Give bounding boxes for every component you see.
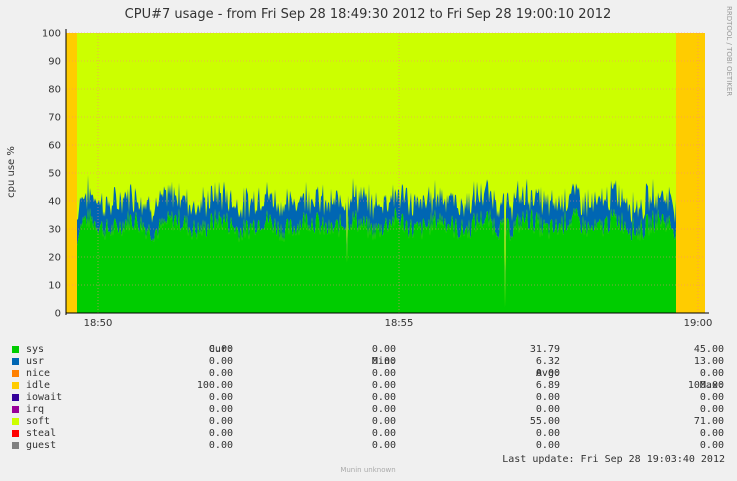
legend-row-sys: sys 0.00 0.00 31.79 45.00 xyxy=(12,344,727,356)
legend-min-value: 0.00 xyxy=(371,380,396,391)
y-tick-label: 50 xyxy=(48,169,61,180)
legend-cur-value: 0.00 xyxy=(208,416,233,427)
legend-cur-value: 0.00 xyxy=(208,392,233,403)
legend-min-value: 0.00 xyxy=(371,428,396,439)
legend-cur-value: 0.00 xyxy=(208,440,233,451)
legend-max-value: 45.00 xyxy=(693,344,724,355)
chart-title: CPU#7 usage - from Fri Sep 28 18:49:30 2… xyxy=(125,7,612,22)
usr-area xyxy=(77,175,676,308)
legend-avg-value: 0.00 xyxy=(535,428,560,439)
legend-row-idle: idle 100.00 0.00 6.89 100.00 xyxy=(12,380,727,392)
sys-area xyxy=(77,207,676,313)
legend-avg-value: 0.00 xyxy=(535,440,560,451)
rrdtool-credit: RRDTOOL / TOBI OETIKER xyxy=(725,6,733,96)
legend-min-value: 0.00 xyxy=(371,416,396,427)
y-tick-label: 20 xyxy=(48,253,61,264)
legend-row-steal: steal 0.00 0.00 0.00 0.00 xyxy=(12,428,727,440)
y-tick-label: 90 xyxy=(48,57,61,68)
legend-cur-value: 0.00 xyxy=(208,428,233,439)
legend-min-value: 0.00 xyxy=(371,440,396,451)
legend-swatch xyxy=(12,346,19,353)
legend-header-min: Min: xyxy=(371,356,396,367)
y-tick-label: 80 xyxy=(48,85,61,96)
legend-row-irq: irq 0.00 0.00 0.00 0.00 xyxy=(12,404,727,416)
legend-cur-value: 0.00 xyxy=(208,344,233,355)
legend-avg-value: 31.79 xyxy=(529,344,560,355)
legend-min-value: 0.00 xyxy=(371,356,396,367)
legend-avg-value: 6.89 xyxy=(535,380,560,391)
legend-cur-value: 100.00 xyxy=(196,380,233,391)
legend-table: Cur: Min: Avg: Max: sys 0.00 0.00 31.79 45.0… xyxy=(12,332,727,452)
legend-series-name: iowait xyxy=(26,392,63,403)
legend-max-value: 13.00 xyxy=(693,356,724,367)
legend-swatch xyxy=(12,430,19,437)
legend-max-value: 0.00 xyxy=(699,392,724,403)
legend-row-guest: guest 0.00 0.00 0.00 0.00 xyxy=(12,440,727,452)
legend-max-value: 0.00 xyxy=(699,404,724,415)
legend-swatch xyxy=(12,382,19,389)
legend-swatch xyxy=(12,358,19,365)
last-update-text: Last update: Fri Sep 28 19:03:40 2012 xyxy=(502,454,725,465)
legend-series-name: steal xyxy=(26,428,57,439)
legend-cur-value: 0.00 xyxy=(208,404,233,415)
legend-avg-value: 0.00 xyxy=(535,392,560,403)
legend-row-soft: soft 0.00 0.00 55.00 71.00 xyxy=(12,416,727,428)
y-tick-label: 30 xyxy=(48,225,61,236)
legend-min-value: 0.00 xyxy=(371,344,396,355)
plot-series xyxy=(77,175,676,313)
legend-series-name: nice xyxy=(26,368,51,379)
legend-header-avg: Avg: xyxy=(535,368,560,379)
legend-min-value: 0.00 xyxy=(371,392,396,403)
legend-max-value: 0.00 xyxy=(699,440,724,451)
legend-avg-value: 0.00 xyxy=(535,404,560,415)
legend-avg-value: 0.00 xyxy=(535,368,560,379)
idle-area-left xyxy=(66,33,77,313)
x-tick-label: 19:00 xyxy=(684,318,713,329)
x-tick-label: 18:50 xyxy=(84,318,113,329)
legend-min-value: 0.00 xyxy=(371,404,396,415)
legend-max-value: 100.00 xyxy=(687,380,724,391)
legend-avg-value: 55.00 xyxy=(529,416,560,427)
legend-series-name: usr xyxy=(26,356,45,367)
legend-swatch xyxy=(12,370,19,377)
legend-header-max: Max: xyxy=(699,380,724,391)
y-tick-label: 60 xyxy=(48,141,61,152)
y-tick-label: 40 xyxy=(48,197,61,208)
legend-swatch xyxy=(12,394,19,401)
y-axis-label: cpu use % xyxy=(6,146,17,198)
legend-header-cur: Cur: xyxy=(208,344,233,355)
legend-max-value: 0.00 xyxy=(699,428,724,439)
legend-max-value: 0.00 xyxy=(699,368,724,379)
x-tick-label: 18:55 xyxy=(385,318,414,329)
legend-min-value: 0.00 xyxy=(371,368,396,379)
legend-cur-value: 0.00 xyxy=(208,368,233,379)
legend-max-value: 71.00 xyxy=(693,416,724,427)
munin-footer: Munin unknown xyxy=(340,466,395,474)
legend-row-iowait: iowait 0.00 0.00 0.00 0.00 xyxy=(12,392,727,404)
y-tick-label: 0 xyxy=(55,309,61,320)
plot-axes: 0 10 20 30 40 50 60 70 80 90 100 18:50 18:55 19:00 xyxy=(42,29,713,330)
y-tick-label: 70 xyxy=(48,113,61,124)
legend-avg-value: 6.32 xyxy=(535,356,560,367)
legend-header: Cur: Min: Avg: Max: xyxy=(12,332,727,391)
legend-series-name: idle xyxy=(26,380,51,391)
legend-series-name: soft xyxy=(26,416,51,427)
legend-series-name: irq xyxy=(26,404,45,415)
legend-swatch xyxy=(12,406,19,413)
legend-swatch xyxy=(12,418,19,425)
legend-series-name: sys xyxy=(26,344,45,355)
legend-swatch xyxy=(12,442,19,449)
y-tick-label: 10 xyxy=(48,281,61,292)
legend-cur-value: 0.00 xyxy=(208,356,233,367)
y-tick-label: 100 xyxy=(42,29,61,40)
legend-row-nice: nice 0.00 0.00 0.00 0.00 xyxy=(12,368,727,380)
legend-row-usr: usr 0.00 0.00 6.32 13.00 xyxy=(12,356,727,368)
legend-series-name: guest xyxy=(26,440,57,451)
